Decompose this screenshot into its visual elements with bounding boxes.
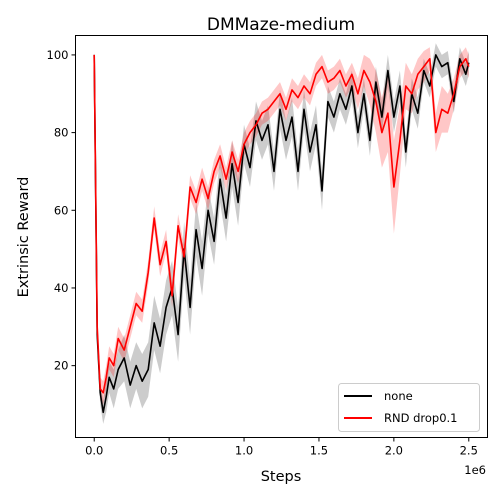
x-axis-ticks: 0.0 0.5 1.0 1.5 2.0 2.5 [85, 437, 478, 458]
y-tick-label: 40 [54, 281, 69, 295]
plot-frame [75, 35, 488, 438]
legend-box [338, 383, 480, 432]
x-axis-offset-label: 1e6 [464, 463, 486, 477]
series-line-rnd-drop0-1 [93, 54, 470, 394]
y-axis-label: Extrinsic Reward [16, 177, 32, 298]
x-tick-label: 1.5 [310, 444, 328, 458]
chart-title: DMMaze-medium [207, 15, 355, 35]
x-tick-label: 0.5 [160, 444, 178, 458]
x-tick-label: 2.0 [385, 444, 403, 458]
y-tick-label: 20 [54, 359, 69, 373]
legend-label-none: none [384, 389, 413, 403]
x-tick-label: 0.0 [85, 444, 103, 458]
y-tick-label: 80 [54, 126, 69, 140]
legend: none RND drop0.1 [338, 383, 480, 432]
series-line-none [93, 54, 470, 414]
y-tick-label: 100 [47, 48, 69, 62]
x-tick-label: 1.0 [235, 444, 253, 458]
legend-label-rnd-drop: RND drop0.1 [384, 411, 458, 425]
y-axis-ticks: 20 40 60 80 100 [47, 48, 76, 373]
x-tick-label: 2.5 [460, 444, 478, 458]
series-lines [93, 54, 470, 414]
x-axis-label: Steps [261, 469, 302, 485]
y-tick-label: 60 [54, 203, 69, 217]
